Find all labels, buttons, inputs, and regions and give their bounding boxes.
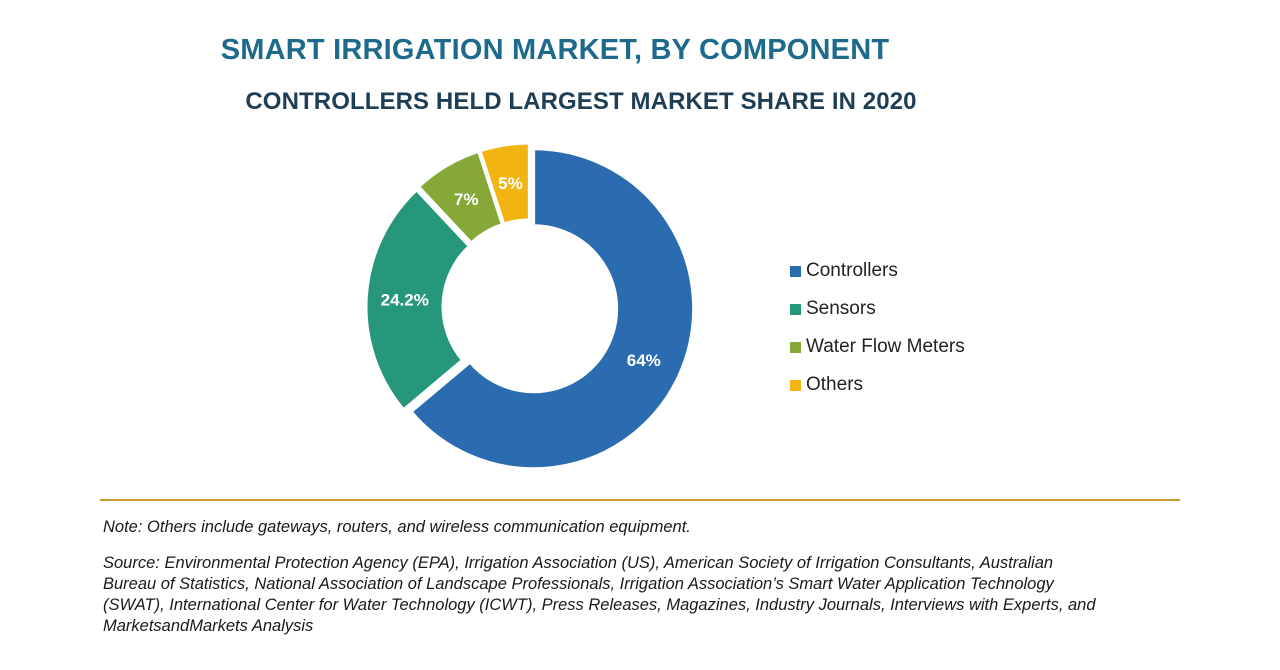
chart-note: Note: Others include gateways, routers, … (103, 518, 691, 536)
chart-source: Source: Environmental Protection Agency … (103, 553, 1203, 637)
source-line: Source: Environmental Protection Agency … (103, 554, 1054, 572)
legend-label: Others (806, 374, 864, 395)
donut-slice-controllers (409, 147, 696, 471)
data-label-water-flow-meters: 7% (454, 190, 479, 209)
donut-slice-sensors (364, 187, 472, 412)
legend-item: Others (790, 366, 965, 404)
legend-swatch (790, 379, 801, 391)
data-label-others: 5% (498, 174, 523, 193)
source-line: MarketsandMarkets Analysis (103, 617, 314, 635)
data-label-controllers: 64% (627, 351, 661, 370)
legend-label: Controllers (806, 260, 898, 281)
source-line: Bureau of Statistics, National Associati… (103, 575, 1054, 593)
legend-item: Controllers (790, 252, 965, 290)
chart-legend: Controllers Sensors Water Flow Meters Other… (790, 252, 965, 404)
footer-divider (100, 499, 1180, 501)
legend-item: Water Flow Meters (790, 328, 965, 366)
chart-title: SMART IRRIGATION MARKET, BY COMPONENT (220, 34, 890, 66)
source-line: (SWAT), International Center for Water T… (103, 596, 1096, 614)
donut-slice-others (478, 141, 531, 226)
legend-swatch (790, 341, 801, 353)
legend-label: Water Flow Meters (806, 336, 965, 357)
legend-label: Sensors (806, 298, 876, 319)
legend-swatch (790, 303, 801, 315)
legend-item: Sensors (790, 290, 965, 328)
legend-swatch (790, 265, 801, 277)
chart-subtitle: CONTROLLERS HELD LARGEST MARKET SHARE IN… (245, 88, 917, 115)
data-label-sensors: 24.2% (381, 291, 429, 310)
